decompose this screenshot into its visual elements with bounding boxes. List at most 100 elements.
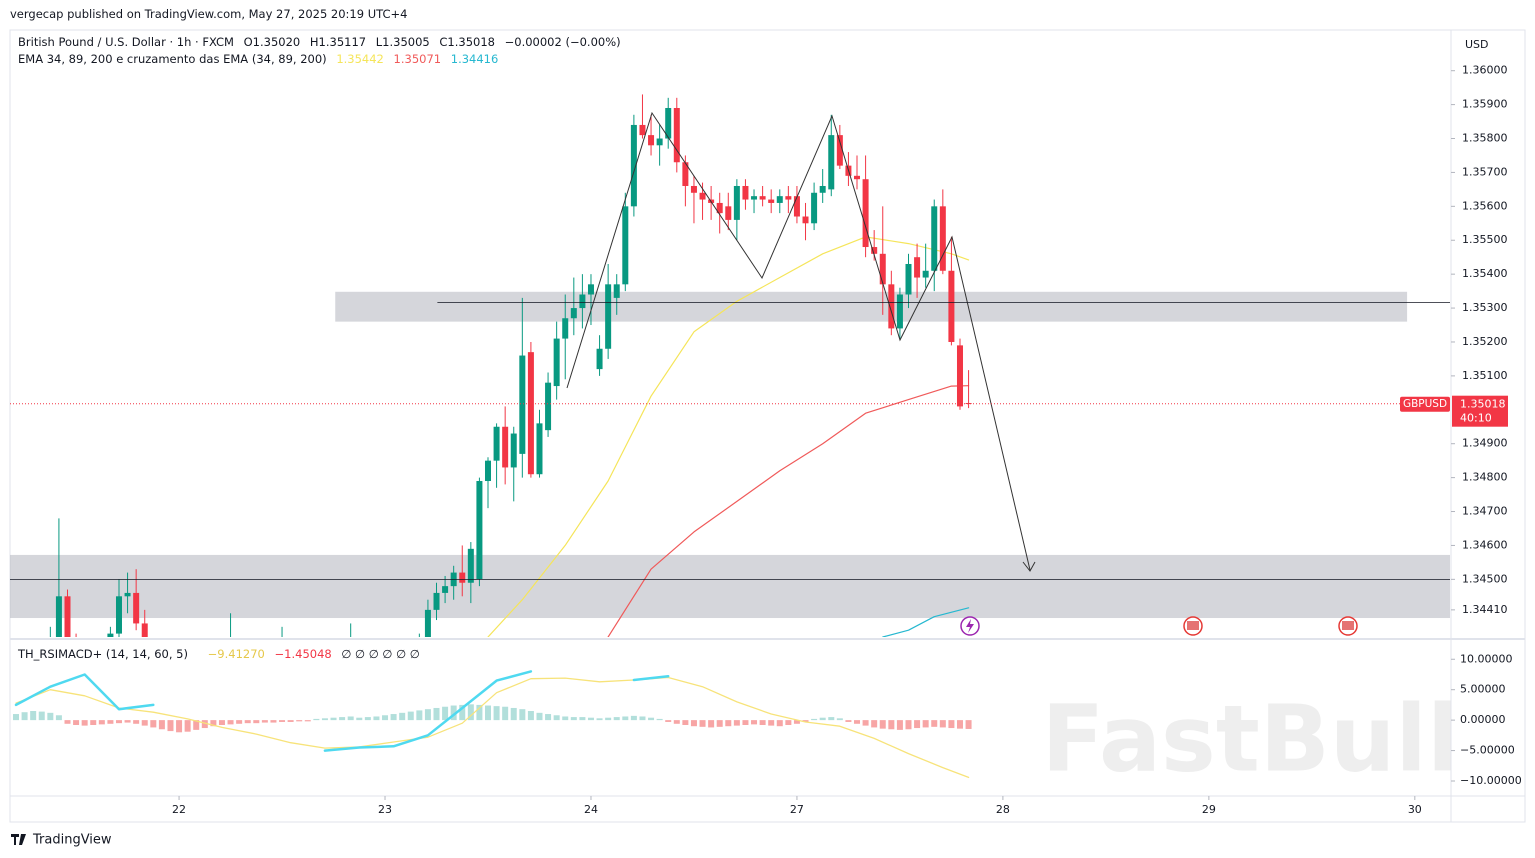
ema-line: EMA 34, 89, 200 e cruzamento das EMA (34… [18, 52, 504, 66]
histogram-bar [596, 718, 603, 721]
histogram-bar [690, 720, 697, 727]
y-tick-label: 1.34500 [1462, 572, 1508, 585]
histogram-bar [261, 720, 268, 723]
candle-body [570, 308, 577, 319]
histogram-bar [279, 720, 286, 722]
histogram-bar [854, 720, 861, 724]
x-tick-label: 29 [1202, 803, 1216, 816]
y-tick-label: 1.34900 [1462, 437, 1508, 450]
zone [335, 291, 1408, 322]
candle-body [493, 426, 500, 461]
histogram-bar [502, 706, 509, 721]
candle-body [476, 481, 483, 580]
histogram-bar [545, 714, 552, 721]
y-tick-label: 1.35500 [1462, 233, 1508, 246]
histogram-bar [450, 705, 457, 721]
indicator-value: −9.41270 [207, 647, 265, 661]
change: −0.00002 (−0.00%) [504, 35, 621, 49]
y-tick-label: 1.34600 [1462, 538, 1508, 551]
histogram-bar [73, 720, 80, 725]
y-tick-label: 1.35900 [1462, 98, 1508, 111]
x-tick-label: 27 [790, 803, 804, 816]
ema-value: 1.35071 [393, 52, 442, 66]
candle-body [579, 294, 586, 309]
histogram-bar [922, 720, 929, 728]
histogram-bar [802, 720, 809, 722]
candle-body [751, 196, 758, 200]
zone [10, 554, 1450, 619]
histogram-bar [167, 720, 174, 732]
candle-body [725, 206, 732, 220]
histogram-bar [742, 720, 749, 725]
histogram-bar [201, 720, 208, 729]
histogram-bar [630, 715, 637, 721]
histogram-bar [562, 716, 569, 721]
histogram-bar [939, 720, 946, 728]
histogram-bar [776, 720, 783, 727]
candle-body [690, 185, 697, 193]
histogram-bar [836, 718, 843, 721]
histogram-bar [98, 720, 105, 725]
y-tick-label: 1.36000 [1462, 64, 1508, 77]
histogram-bar [176, 720, 183, 733]
ohlc-low: L1.35005 [375, 35, 430, 49]
symbol-tag [1400, 396, 1450, 412]
histogram-bar [613, 717, 620, 721]
histogram-bar [158, 720, 165, 730]
histogram-bar [21, 712, 28, 721]
line-series [15, 676, 970, 779]
histogram-bar [236, 720, 243, 724]
histogram-bar [107, 720, 114, 724]
candle-body [484, 460, 491, 482]
candle-body [510, 433, 517, 468]
histogram-bar [476, 704, 483, 721]
y-tick-label: 1.35300 [1462, 301, 1508, 314]
histogram-bar [553, 715, 560, 721]
candle-body [699, 192, 706, 200]
histogram-bar [339, 717, 346, 721]
histogram-bar [227, 720, 234, 725]
histogram-bar [399, 712, 406, 721]
histogram-bar [373, 716, 380, 721]
indicator-legend: TH_RSIMACD+ (14, 14, 60, 5) −9.41270 −1.… [18, 647, 426, 661]
y-tick-label: 1.34700 [1462, 505, 1508, 518]
histogram-bar [141, 720, 148, 726]
ema-title: EMA 34, 89, 200 e cruzamento das EMA (34… [18, 52, 327, 66]
histogram-bar [30, 711, 37, 721]
watermark: FastBull [1042, 685, 1459, 792]
frame [9, 29, 1526, 823]
histogram-bar [785, 720, 792, 725]
y-tick-label: 1.34800 [1462, 471, 1508, 484]
candle-body [819, 185, 826, 193]
published-line: vergecap published on TradingView.com, M… [10, 7, 413, 21]
footer-logo: TradingView [32, 833, 112, 848]
histogram-bar [570, 717, 577, 721]
histogram-bar [871, 720, 878, 728]
candle-body [931, 206, 938, 271]
candle-body [682, 162, 689, 186]
x-tick-label: 28 [996, 803, 1010, 816]
histogram-bar [725, 720, 732, 727]
histogram-bar [356, 717, 363, 721]
histogram-bar [330, 717, 337, 721]
histogram-bar [64, 720, 71, 724]
candle-body [648, 135, 655, 146]
histogram-bar [956, 720, 963, 729]
y-tick-label: 0.00000 [1460, 713, 1506, 726]
indicator-na: ∅ ∅ ∅ ∅ ∅ ∅ [341, 647, 420, 661]
histogram-bar [484, 705, 491, 721]
line-series [607, 385, 970, 637]
indicator-value: −1.45048 [274, 647, 332, 661]
histogram-bar [115, 720, 122, 724]
histogram-bar [55, 715, 62, 721]
candle-body [854, 175, 861, 180]
y-tick-label: −5.00000 [1460, 744, 1515, 757]
candle-body [562, 318, 569, 339]
histogram-bar [768, 720, 775, 726]
histogram-bar [13, 714, 20, 721]
histogram-bar [390, 714, 397, 721]
histogram-bar [579, 717, 586, 721]
histogram-bar [47, 712, 54, 721]
histogram-bar [879, 720, 886, 729]
histogram-bar [407, 711, 414, 721]
